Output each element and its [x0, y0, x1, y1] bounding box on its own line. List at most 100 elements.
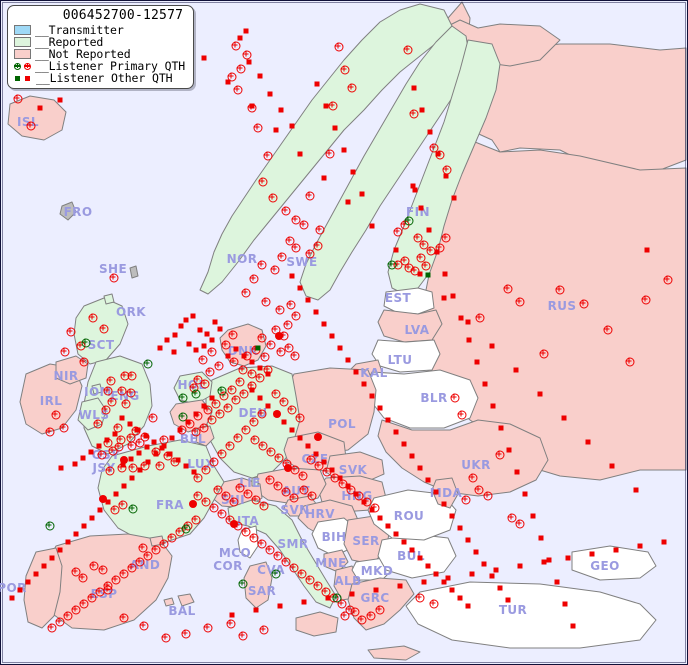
listener-primary-qth-marker[interactable]	[241, 288, 251, 298]
listener-primary-qth-marker[interactable]	[211, 399, 221, 409]
listener-primary-qth-marker[interactable]	[274, 453, 284, 463]
listener-other-qth-marker[interactable]	[409, 547, 415, 553]
listener-primary-qth-marker[interactable]	[271, 389, 281, 399]
listener-other-qth-marker[interactable]	[171, 349, 177, 355]
listener-primary-qth-marker[interactable]	[151, 545, 161, 555]
listener-other-qth-marker[interactable]	[377, 515, 383, 521]
listener-primary-qth-marker[interactable]	[495, 450, 505, 460]
listener-primary-qth-marker[interactable]	[250, 435, 260, 445]
listener-primary-qth-marker[interactable]	[191, 515, 201, 525]
listener-primary-qth-marker[interactable]	[503, 284, 513, 294]
listener-primary-qth-marker[interactable]	[461, 495, 471, 505]
listener-primary-qth-marker[interactable]	[98, 565, 108, 575]
listener-cluster-marker[interactable]	[284, 464, 292, 472]
listener-primary-qth-marker[interactable]	[287, 405, 297, 415]
listener-other-qth-marker[interactable]	[397, 583, 403, 589]
listener-primary-qth-marker[interactable]	[238, 365, 248, 375]
listener-other-qth-marker[interactable]	[65, 539, 71, 545]
listener-primary-qth-marker[interactable]	[441, 233, 451, 243]
listener-cluster-marker[interactable]	[230, 520, 238, 528]
listener-cluster-marker[interactable]	[314, 433, 322, 441]
listener-other-qth-marker[interactable]	[88, 449, 94, 455]
listener-primary-qth-marker[interactable]	[409, 109, 419, 119]
listener-other-qth-marker[interactable]	[457, 595, 463, 601]
listener-other-qth-marker[interactable]	[546, 557, 552, 563]
listener-primary-qth-marker[interactable]	[111, 575, 121, 585]
listener-primary-qth-marker[interactable]	[79, 599, 89, 609]
listener-other-qth-marker[interactable]	[325, 595, 331, 601]
listener-other-qth-marker[interactable]	[137, 467, 143, 473]
listener-other-qth-marker[interactable]	[17, 587, 23, 593]
listener-primary-qth-marker[interactable]	[231, 395, 241, 405]
listener-other-qth-marker[interactable]	[570, 623, 576, 629]
listener-other-qth-marker[interactable]	[329, 333, 335, 339]
listener-cluster-marker[interactable]	[120, 456, 128, 464]
listener-other-qth-marker[interactable]	[209, 395, 215, 401]
listener-other-qth-marker[interactable]	[217, 326, 223, 332]
listener-other-qth-marker[interactable]	[265, 371, 271, 377]
listener-primary-qth-marker[interactable]	[45, 521, 55, 531]
listener-primary-qth-marker[interactable]	[201, 497, 211, 507]
listener-primary-qth-marker[interactable]	[475, 313, 485, 323]
listener-primary-qth-marker[interactable]	[450, 393, 460, 403]
listener-other-qth-marker[interactable]	[337, 345, 343, 351]
listener-other-qth-marker[interactable]	[253, 607, 259, 613]
listener-other-qth-marker[interactable]	[301, 599, 307, 605]
listener-primary-qth-marker[interactable]	[273, 481, 283, 491]
listener-primary-qth-marker[interactable]	[281, 206, 291, 216]
listener-other-qth-marker[interactable]	[177, 427, 183, 433]
listener-other-qth-marker[interactable]	[417, 465, 423, 471]
listener-primary-qth-marker[interactable]	[148, 413, 158, 423]
listener-primary-qth-marker[interactable]	[279, 397, 289, 407]
listener-primary-qth-marker[interactable]	[305, 249, 315, 259]
listener-primary-qth-marker[interactable]	[140, 461, 150, 471]
listener-primary-qth-marker[interactable]	[223, 403, 233, 413]
listener-other-qth-marker[interactable]	[58, 465, 64, 471]
listener-primary-qth-marker[interactable]	[253, 123, 263, 133]
listener-other-qth-marker[interactable]	[277, 603, 283, 609]
listener-primary-qth-marker[interactable]	[181, 629, 191, 639]
listener-other-qth-marker[interactable]	[613, 547, 619, 553]
listener-cluster-marker[interactable]	[275, 332, 283, 340]
listener-primary-qth-marker[interactable]	[209, 503, 219, 513]
listener-other-qth-marker[interactable]	[37, 105, 43, 111]
listener-other-qth-marker[interactable]	[157, 345, 163, 351]
listener-primary-qth-marker[interactable]	[260, 352, 270, 362]
listener-primary-qth-marker[interactable]	[357, 615, 367, 625]
listener-other-qth-marker[interactable]	[489, 343, 495, 349]
listener-primary-qth-marker[interactable]	[217, 509, 227, 519]
listener-primary-qth-marker[interactable]	[350, 607, 360, 617]
listener-other-qth-marker[interactable]	[450, 293, 456, 299]
listener-other-qth-marker[interactable]	[241, 353, 247, 359]
listener-other-qth-marker[interactable]	[33, 571, 39, 577]
listener-other-qth-marker[interactable]	[417, 271, 423, 277]
listener-primary-qth-marker[interactable]	[26, 121, 36, 131]
listener-other-qth-marker[interactable]	[361, 499, 367, 505]
listener-primary-qth-marker[interactable]	[63, 611, 73, 621]
listener-primary-qth-marker[interactable]	[89, 561, 99, 571]
listener-primary-qth-marker[interactable]	[241, 425, 251, 435]
listener-primary-qth-marker[interactable]	[114, 442, 124, 452]
listener-primary-qth-marker[interactable]	[178, 393, 188, 403]
listener-other-qth-marker[interactable]	[267, 91, 273, 97]
listener-primary-qth-marker[interactable]	[221, 491, 231, 501]
listener-other-qth-marker[interactable]	[425, 272, 431, 278]
listener-other-qth-marker[interactable]	[289, 123, 295, 129]
listener-other-qth-marker[interactable]	[172, 332, 178, 338]
listener-primary-qth-marker[interactable]	[313, 241, 323, 251]
listener-primary-qth-marker[interactable]	[235, 483, 245, 493]
listener-other-qth-marker[interactable]	[435, 151, 441, 157]
listener-primary-qth-marker[interactable]	[200, 379, 210, 389]
listener-other-qth-marker[interactable]	[178, 323, 184, 329]
listener-other-qth-marker[interactable]	[297, 151, 303, 157]
listener-primary-qth-marker[interactable]	[143, 551, 153, 561]
listener-primary-qth-marker[interactable]	[79, 357, 89, 367]
listener-primary-qth-marker[interactable]	[579, 299, 589, 309]
listener-primary-qth-marker[interactable]	[347, 83, 357, 93]
listener-primary-qth-marker[interactable]	[118, 500, 128, 510]
listener-primary-qth-marker[interactable]	[337, 599, 347, 609]
listener-other-qth-marker[interactable]	[434, 249, 440, 255]
listener-other-qth-marker[interactable]	[313, 451, 319, 457]
listener-other-qth-marker[interactable]	[145, 459, 151, 465]
listener-primary-qth-marker[interactable]	[249, 533, 259, 543]
